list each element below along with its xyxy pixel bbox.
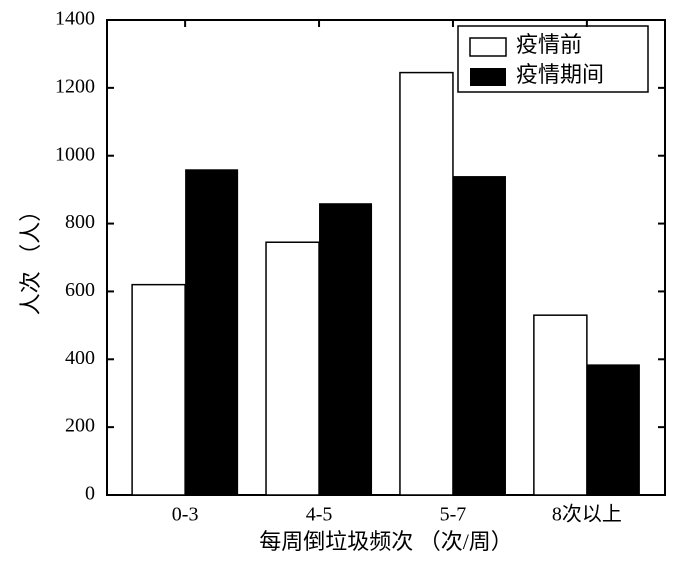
bar-during: 860 (319, 203, 372, 495)
legend-label: 疫情前 (516, 32, 582, 57)
x-tick-label: 0-3 (172, 504, 199, 526)
x-tick-label: 4-5 (306, 504, 333, 526)
y-axis-title: 人次 （人） (18, 200, 43, 316)
y-tick-label: 1200 (55, 75, 95, 97)
legend-swatch (470, 68, 506, 86)
bar-during: 960 (185, 169, 238, 495)
y-tick-label: 800 (65, 211, 95, 233)
y-tick-label: 0 (85, 483, 95, 505)
bar-before: 1245 (400, 73, 453, 495)
x-tick-label: 5-7 (440, 504, 467, 526)
y-tick-label: 400 (65, 347, 95, 369)
y-tick-label: 200 (65, 415, 95, 437)
y-tick-label: 1400 (55, 8, 95, 30)
x-tick-label: 8次以上 (552, 503, 622, 526)
legend-label: 疫情期间 (516, 62, 604, 87)
bar-chart: 0 200 400 600 800 1000 1200 1400 0-3 4-5 5-7 8次以上 62… (0, 0, 693, 576)
x-axis-title: 每周倒垃圾频次 （次/周） (259, 529, 513, 554)
bar-during: 940 (453, 176, 506, 495)
chart-container: 0 200 400 600 800 1000 1200 1400 0-3 4-5 5-7 8次以上 62… (0, 0, 693, 576)
y-tick-label: 600 (65, 279, 95, 301)
bar-before: 745 (266, 242, 319, 495)
legend-swatch (470, 38, 506, 56)
bar-during: 385 (587, 364, 640, 495)
y-tick-label: 1000 (55, 143, 95, 165)
bar-before: 530 (534, 315, 587, 495)
bar-before: 620 (132, 285, 185, 495)
